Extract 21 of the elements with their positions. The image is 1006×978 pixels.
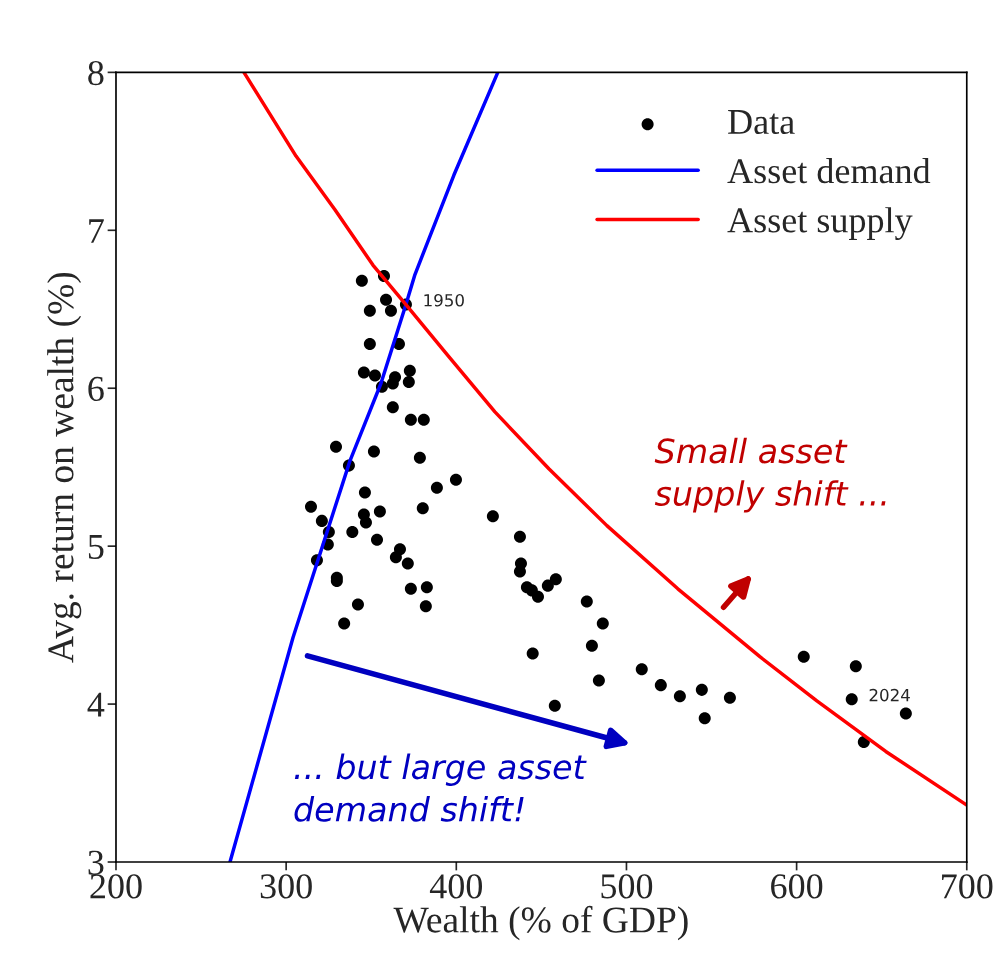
annotation: 1950	[424, 293, 464, 307]
y-tick-label: 8	[88, 60, 104, 86]
y-tick-label: 3	[88, 850, 104, 875]
x-tick-label: 200	[90, 874, 142, 899]
x-tick-label: 600	[771, 874, 823, 899]
y-tick-label: 4	[87, 692, 105, 717]
y-tick-label: 6	[88, 376, 104, 402]
x-tick-label: 400	[429, 874, 483, 899]
annotation: Small asset supply shift ...	[654, 437, 886, 513]
y-tick-label: 7	[89, 219, 104, 243]
annotation: 2024	[869, 688, 910, 702]
legend-label: Asset supply	[727, 207, 913, 240]
x-tick-label: 500	[601, 874, 653, 899]
x-tick-label: 300	[260, 874, 312, 899]
y-tick-label: 5	[88, 535, 104, 560]
x-axis-title: Wealth (% of GDP)	[393, 905, 688, 941]
legend-label: Data	[728, 110, 795, 135]
legend-label: Asset demand	[727, 157, 931, 184]
y-axis-title: Avg. return on wealth (%)	[47, 272, 82, 663]
x-tick-label: 700	[942, 874, 993, 899]
annotation: ... but large asset demand shift!	[294, 753, 587, 822]
